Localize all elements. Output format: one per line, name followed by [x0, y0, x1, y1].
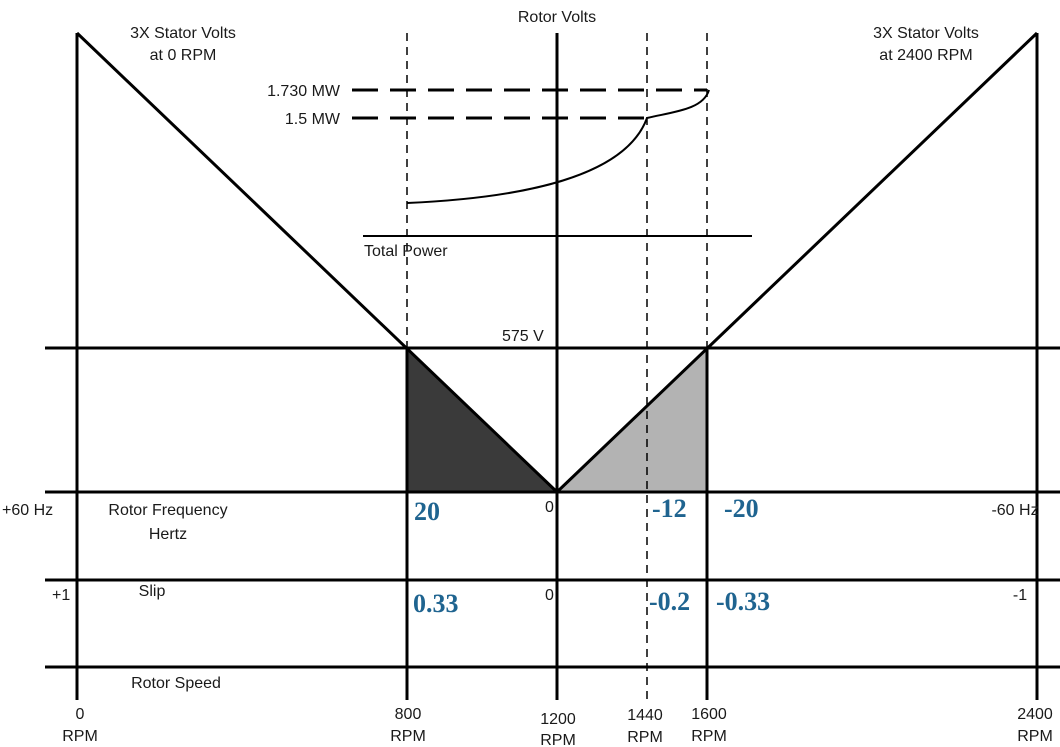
- rpm-tick-value: 1600: [691, 706, 727, 723]
- stator-volts-line-right: [555, 31, 1039, 494]
- rpm-tick-unit: RPM: [540, 732, 576, 747]
- rpm-tick-value: 0: [76, 706, 85, 723]
- hz-zero-label: 0: [545, 499, 554, 516]
- stator-right-label-2: at 2400 RPM: [879, 47, 972, 64]
- slip-value-1440: -0.2: [649, 587, 690, 616]
- frequency-value-1440: -12: [652, 494, 687, 523]
- volts-575-label: 575 V: [502, 328, 544, 345]
- stator-volts-line-left: [75, 31, 559, 494]
- rpm-tick-value: 1200: [540, 711, 576, 728]
- rotor-speed-label: Rotor Speed: [131, 675, 221, 692]
- rpm-tick-unit: RPM: [627, 729, 663, 746]
- slip-value-1600: -0.33: [716, 587, 770, 616]
- rotor-volts-label: Rotor Volts: [518, 9, 596, 26]
- slip-plus-label: +1: [52, 587, 70, 604]
- stator-left-label-1: 3X Stator Volts: [130, 25, 236, 42]
- hz-minus-label: -60 Hz: [991, 502, 1038, 519]
- slip-value-800: 0.33: [413, 589, 459, 618]
- total-power-label: Total Power: [364, 243, 448, 260]
- rpm-tick-value: 800: [395, 706, 422, 723]
- frequency-value-800: 20: [414, 497, 440, 526]
- slip-zero-label: 0: [545, 587, 554, 604]
- rpm-tick-unit: RPM: [62, 728, 98, 745]
- stator-left-label-2: at 0 RPM: [150, 47, 217, 64]
- slip-minus-label: -1: [1013, 587, 1027, 604]
- rpm-tick-unit: RPM: [390, 728, 426, 745]
- mw-low-label: 1.5 MW: [285, 111, 341, 128]
- rpm-tick-value: 2400: [1017, 706, 1053, 723]
- mw-high-label: 1.730 MW: [267, 83, 341, 100]
- rotor-frequency-label-1: Rotor Frequency: [108, 502, 227, 519]
- rotor-frequency-label-2: Hertz: [149, 526, 187, 543]
- rpm-tick-unit: RPM: [691, 728, 727, 745]
- rpm-tick-unit: RPM: [1017, 728, 1053, 745]
- slip-label: Slip: [139, 583, 166, 600]
- power-curve: [406, 89, 710, 204]
- frequency-value-1600: -20: [724, 494, 759, 523]
- rpm-tick-value: 1440: [627, 707, 663, 724]
- hz-plus-label: +60 Hz: [2, 502, 53, 519]
- rpm-axis: 0 RPM 800 RPM 1200 RPM 1440 RPM 1600 RPM…: [62, 706, 1053, 747]
- stator-right-label-1: 3X Stator Volts: [873, 25, 979, 42]
